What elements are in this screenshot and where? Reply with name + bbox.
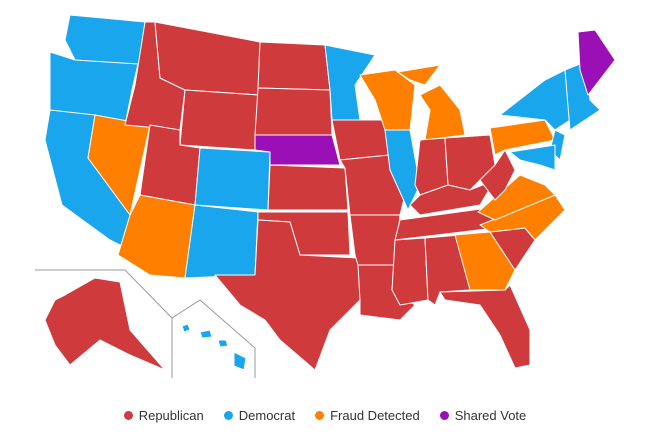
state xyxy=(267,164,349,211)
state xyxy=(254,87,333,136)
legend-item: Shared Vote xyxy=(439,408,527,423)
legend-label: Democrat xyxy=(238,408,296,423)
inset-border xyxy=(35,269,173,378)
state xyxy=(349,214,401,266)
state xyxy=(577,29,616,96)
state xyxy=(454,231,516,291)
state xyxy=(64,14,146,66)
state xyxy=(479,149,516,201)
legend-swatch xyxy=(315,411,325,420)
state xyxy=(331,119,391,161)
state xyxy=(439,284,531,369)
us-map xyxy=(35,14,616,378)
state xyxy=(184,204,259,279)
legend-item: Republican xyxy=(123,408,204,423)
state xyxy=(217,339,229,348)
legend-swatch xyxy=(223,411,233,420)
legend-label: Fraud Detected xyxy=(330,408,420,423)
state xyxy=(419,84,466,141)
state xyxy=(489,119,556,156)
state xyxy=(194,147,271,211)
state xyxy=(409,179,496,216)
state xyxy=(257,41,331,91)
state xyxy=(179,89,259,151)
legend: Republican Democrat Fraud Detected Shared V… xyxy=(0,408,650,423)
state xyxy=(391,237,429,306)
legend-item: Fraud Detected xyxy=(315,408,420,423)
legend-label: Shared Vote xyxy=(454,408,527,423)
legend-label: Republican xyxy=(138,408,204,423)
legend-swatch xyxy=(123,411,133,420)
legend-swatch xyxy=(439,411,449,420)
state xyxy=(509,144,556,171)
state xyxy=(214,219,361,371)
state xyxy=(233,351,247,371)
inset-border xyxy=(171,299,256,378)
state xyxy=(477,174,556,221)
state xyxy=(397,64,441,86)
state xyxy=(44,277,166,371)
state xyxy=(199,329,213,339)
legend-item: Democrat xyxy=(223,408,296,423)
state xyxy=(181,323,191,333)
state xyxy=(384,129,421,211)
